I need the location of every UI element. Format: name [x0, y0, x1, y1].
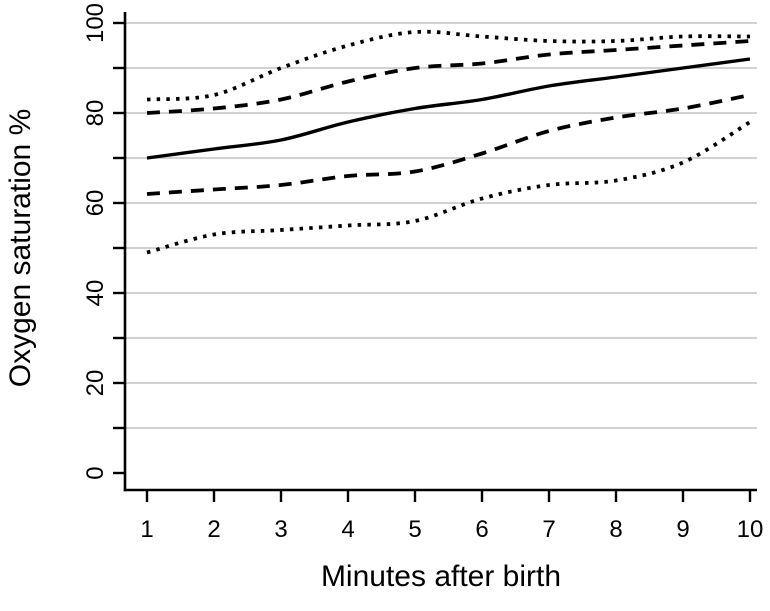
- x-tick-label-1: 1: [140, 516, 153, 543]
- series-median-solid: [146, 57, 751, 160]
- y-tick-label-80: 80: [82, 100, 109, 127]
- x-axis-title: Minutes after birth: [321, 560, 561, 593]
- x-tick-label-7: 7: [542, 516, 555, 543]
- x-tick-label-5: 5: [408, 516, 421, 543]
- x-tick-label-10: 10: [737, 516, 764, 543]
- series-group: [146, 29, 751, 255]
- x-tick-label-3: 3: [274, 516, 287, 543]
- y-tick-label-100: 100: [82, 3, 109, 43]
- x-tick-label-8: 8: [609, 516, 622, 543]
- y-tick-label-40: 40: [82, 280, 109, 307]
- y-tick-label-0: 0: [82, 466, 109, 479]
- tick-labels-group: 0 20 40 60 80 100 1 2 3 4 5 6 7 8 9 10: [82, 3, 763, 543]
- y-tick-label-60: 60: [82, 190, 109, 217]
- y-tick-label-20: 20: [82, 370, 109, 397]
- x-tick-label-9: 9: [676, 516, 689, 543]
- series-upper-dashed: [146, 39, 751, 115]
- x-tick-label-2: 2: [207, 516, 220, 543]
- axes-group: [113, 12, 757, 502]
- series-upper-dotted: [146, 29, 751, 102]
- gridlines-group: [125, 22, 757, 429]
- x-tick-label-6: 6: [475, 516, 488, 543]
- x-tick-label-4: 4: [341, 516, 354, 543]
- y-axis-title: Oxygen saturation %: [4, 109, 37, 387]
- series-lower-dashed: [146, 93, 751, 196]
